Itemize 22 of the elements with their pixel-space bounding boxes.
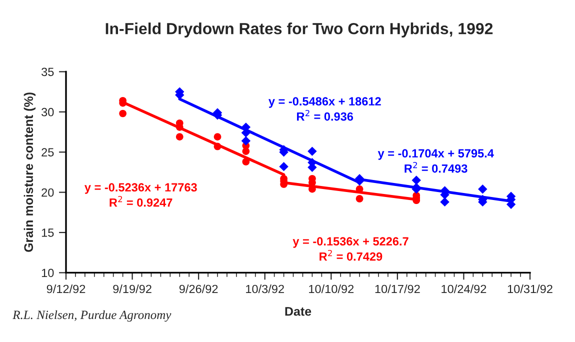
x-tick-label: 10/10/92 (309, 284, 354, 294)
annotation: y = -0.5486x + 18612 R$^{2}$ = 0.936 (268, 97, 381, 121)
text: R.L. Nielsen, Purdue Agronomy (12, 310, 172, 322)
chart-title: In-Field Drydown Rates for Two Corn Hybrids, 1992 (106, 22, 493, 38)
y-tick-label: 15 (42, 228, 54, 237)
x-tick-label: 10/17/92 (375, 284, 420, 294)
y-tick-label: 30 (42, 108, 54, 116)
x-tick-label: 9/19/92 (113, 284, 152, 294)
x-tick-label: 9/26/92 (179, 284, 218, 294)
x-tick-label: 10/3/92 (246, 284, 284, 294)
y-tick-label: 20 (42, 188, 54, 197)
annotation: y = -0.1704x + 5795.4 R$^{2}$ = 0.7493 (378, 149, 494, 173)
x-tick-label: 9/12/92 (46, 284, 86, 294)
y-axis-title: Grain moisture content (%) (24, 92, 36, 252)
x-tick-label: 10/24/92 (442, 284, 486, 294)
y-tick-label: 35 (42, 68, 54, 76)
x-axis-title: Date (285, 307, 312, 316)
annotation: y = -0.5236x + 17763 R$^{2}$ = 0.9247 (84, 183, 197, 207)
annotation: y = -0.1536x + 5226.7 R$^{2}$ = 0.7429 (292, 237, 408, 261)
y-tick-label: 10 (42, 268, 54, 278)
y-tick-label: 25 (42, 148, 54, 156)
x-tick-label: 10/31/92 (508, 284, 552, 294)
